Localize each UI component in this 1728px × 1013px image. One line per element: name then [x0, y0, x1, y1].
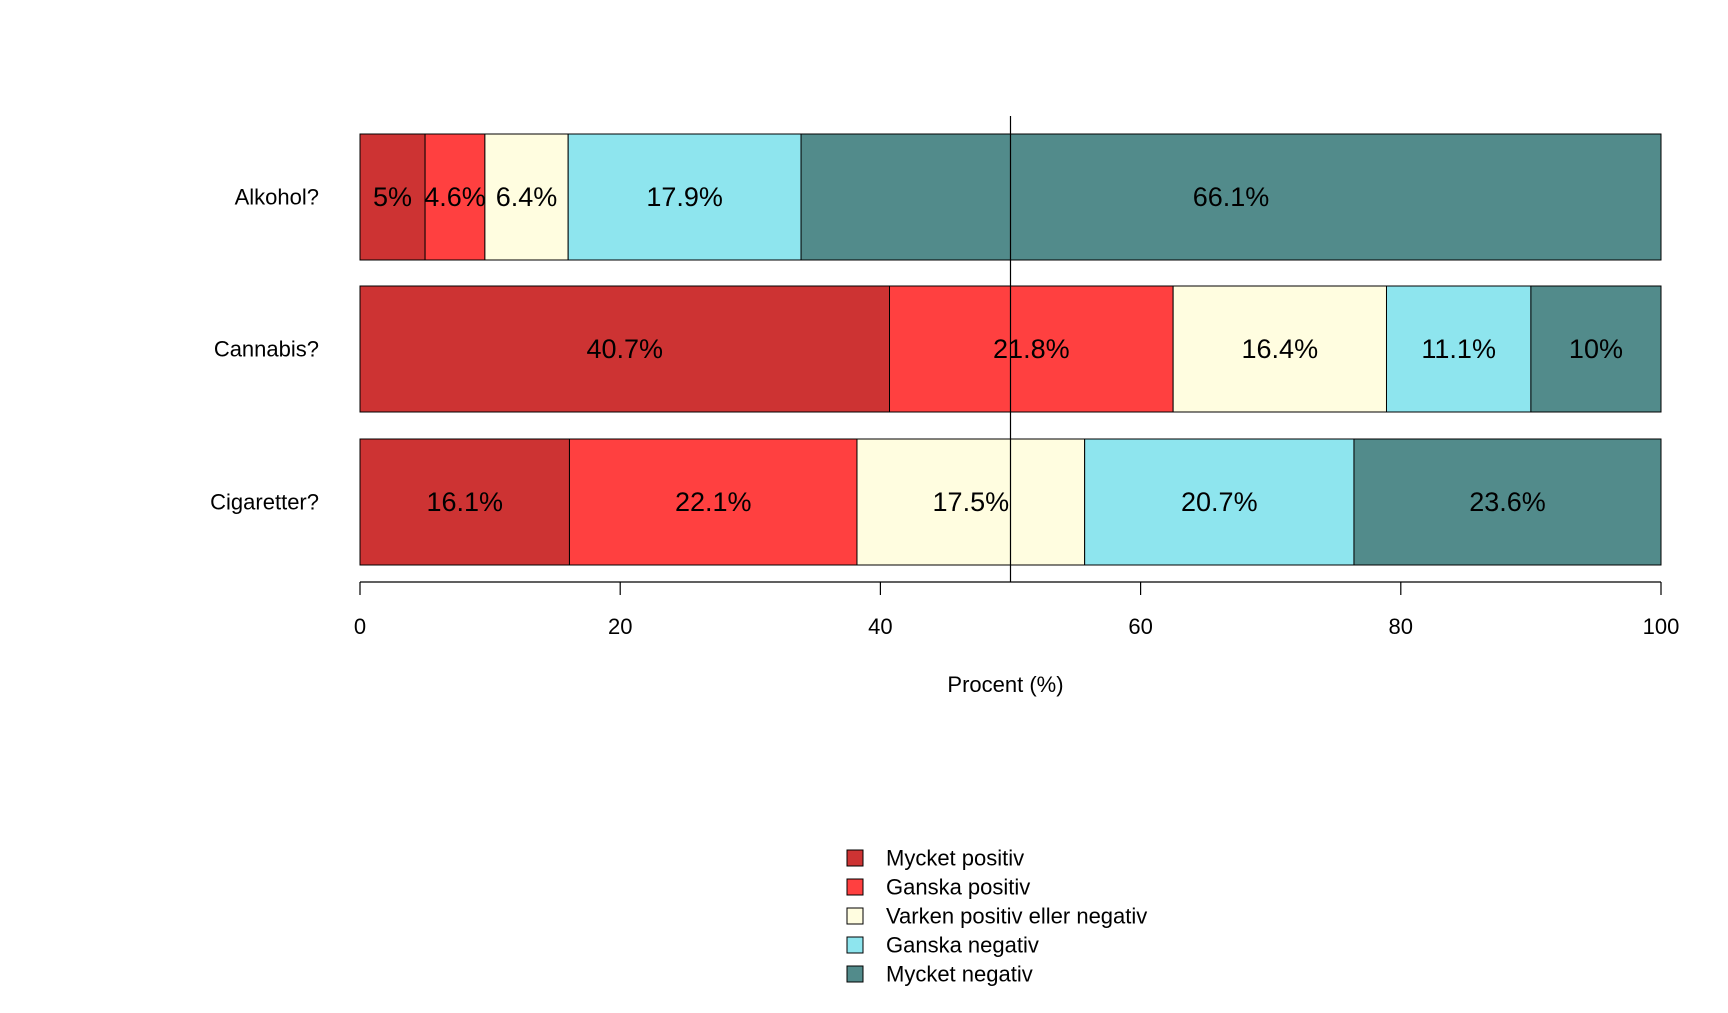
legend-swatch	[846, 936, 864, 954]
data-label: 11.1%	[1421, 334, 1496, 364]
legend-swatch	[846, 965, 864, 983]
category-label: Cannabis?	[214, 337, 319, 362]
x-tick-label: 100	[1643, 614, 1680, 639]
legend-label: Mycket negativ	[886, 962, 1033, 987]
category-label: Cigaretter?	[210, 490, 319, 515]
category-label: Alkohol?	[235, 185, 319, 210]
bars-layer: Alkohol? 5% 4.6% 6.4% 17.9% 66.1% Cannabis? 40.…	[210, 133, 1662, 566]
bar-segment	[1353, 438, 1662, 566]
legend-label: Varken positiv eller negativ	[886, 904, 1147, 929]
data-label: 20.7%	[1181, 487, 1258, 517]
legend-label: Ganska negativ	[886, 933, 1039, 958]
x-tick-label: 40	[868, 614, 892, 639]
legend-swatch	[846, 878, 864, 896]
bar-segment	[889, 285, 1174, 413]
bar-segment	[424, 133, 486, 261]
bar-segment	[568, 438, 858, 566]
bar-segment	[1084, 438, 1355, 566]
data-label: 21.8%	[993, 334, 1070, 364]
data-label: 16.4%	[1242, 334, 1319, 364]
legend-swatch	[846, 907, 864, 925]
data-label: 4.6%	[424, 182, 486, 212]
x-tick-label: 60	[1128, 614, 1152, 639]
bar-segment	[359, 285, 891, 413]
legend-swatch	[846, 849, 864, 867]
data-label: 22.1%	[675, 487, 752, 517]
bar-segment	[484, 133, 569, 261]
data-label: 66.1%	[1193, 182, 1270, 212]
data-label: 5%	[373, 182, 412, 212]
legend-label: Mycket positiv	[886, 846, 1024, 871]
bar-segment	[1385, 285, 1532, 413]
data-label: 23.6%	[1469, 487, 1546, 517]
x-tick-label: 20	[608, 614, 632, 639]
bar-segment	[856, 438, 1086, 566]
data-label: 6.4%	[496, 182, 558, 212]
legend-label: Ganska positiv	[886, 875, 1030, 900]
data-label: 17.5%	[933, 487, 1010, 517]
bar-segment	[1530, 285, 1662, 413]
bar-segment	[800, 133, 1662, 261]
data-label: 17.9%	[646, 182, 723, 212]
x-tick-label: 80	[1389, 614, 1413, 639]
x-tick-label: 0	[354, 614, 366, 639]
bar-segment	[359, 133, 426, 261]
data-label: 40.7%	[586, 334, 663, 364]
legend: Mycket positiv Ganska positiv Varken posit…	[846, 846, 1147, 987]
bar-segment	[567, 133, 802, 261]
x-axis: 0 20 40 60 80 100 Procent (%)	[354, 581, 1680, 697]
data-label: 16.1%	[426, 487, 503, 517]
data-label: 10%	[1569, 334, 1623, 364]
x-axis-title: Procent (%)	[947, 672, 1063, 697]
bar-segment	[1172, 285, 1387, 413]
